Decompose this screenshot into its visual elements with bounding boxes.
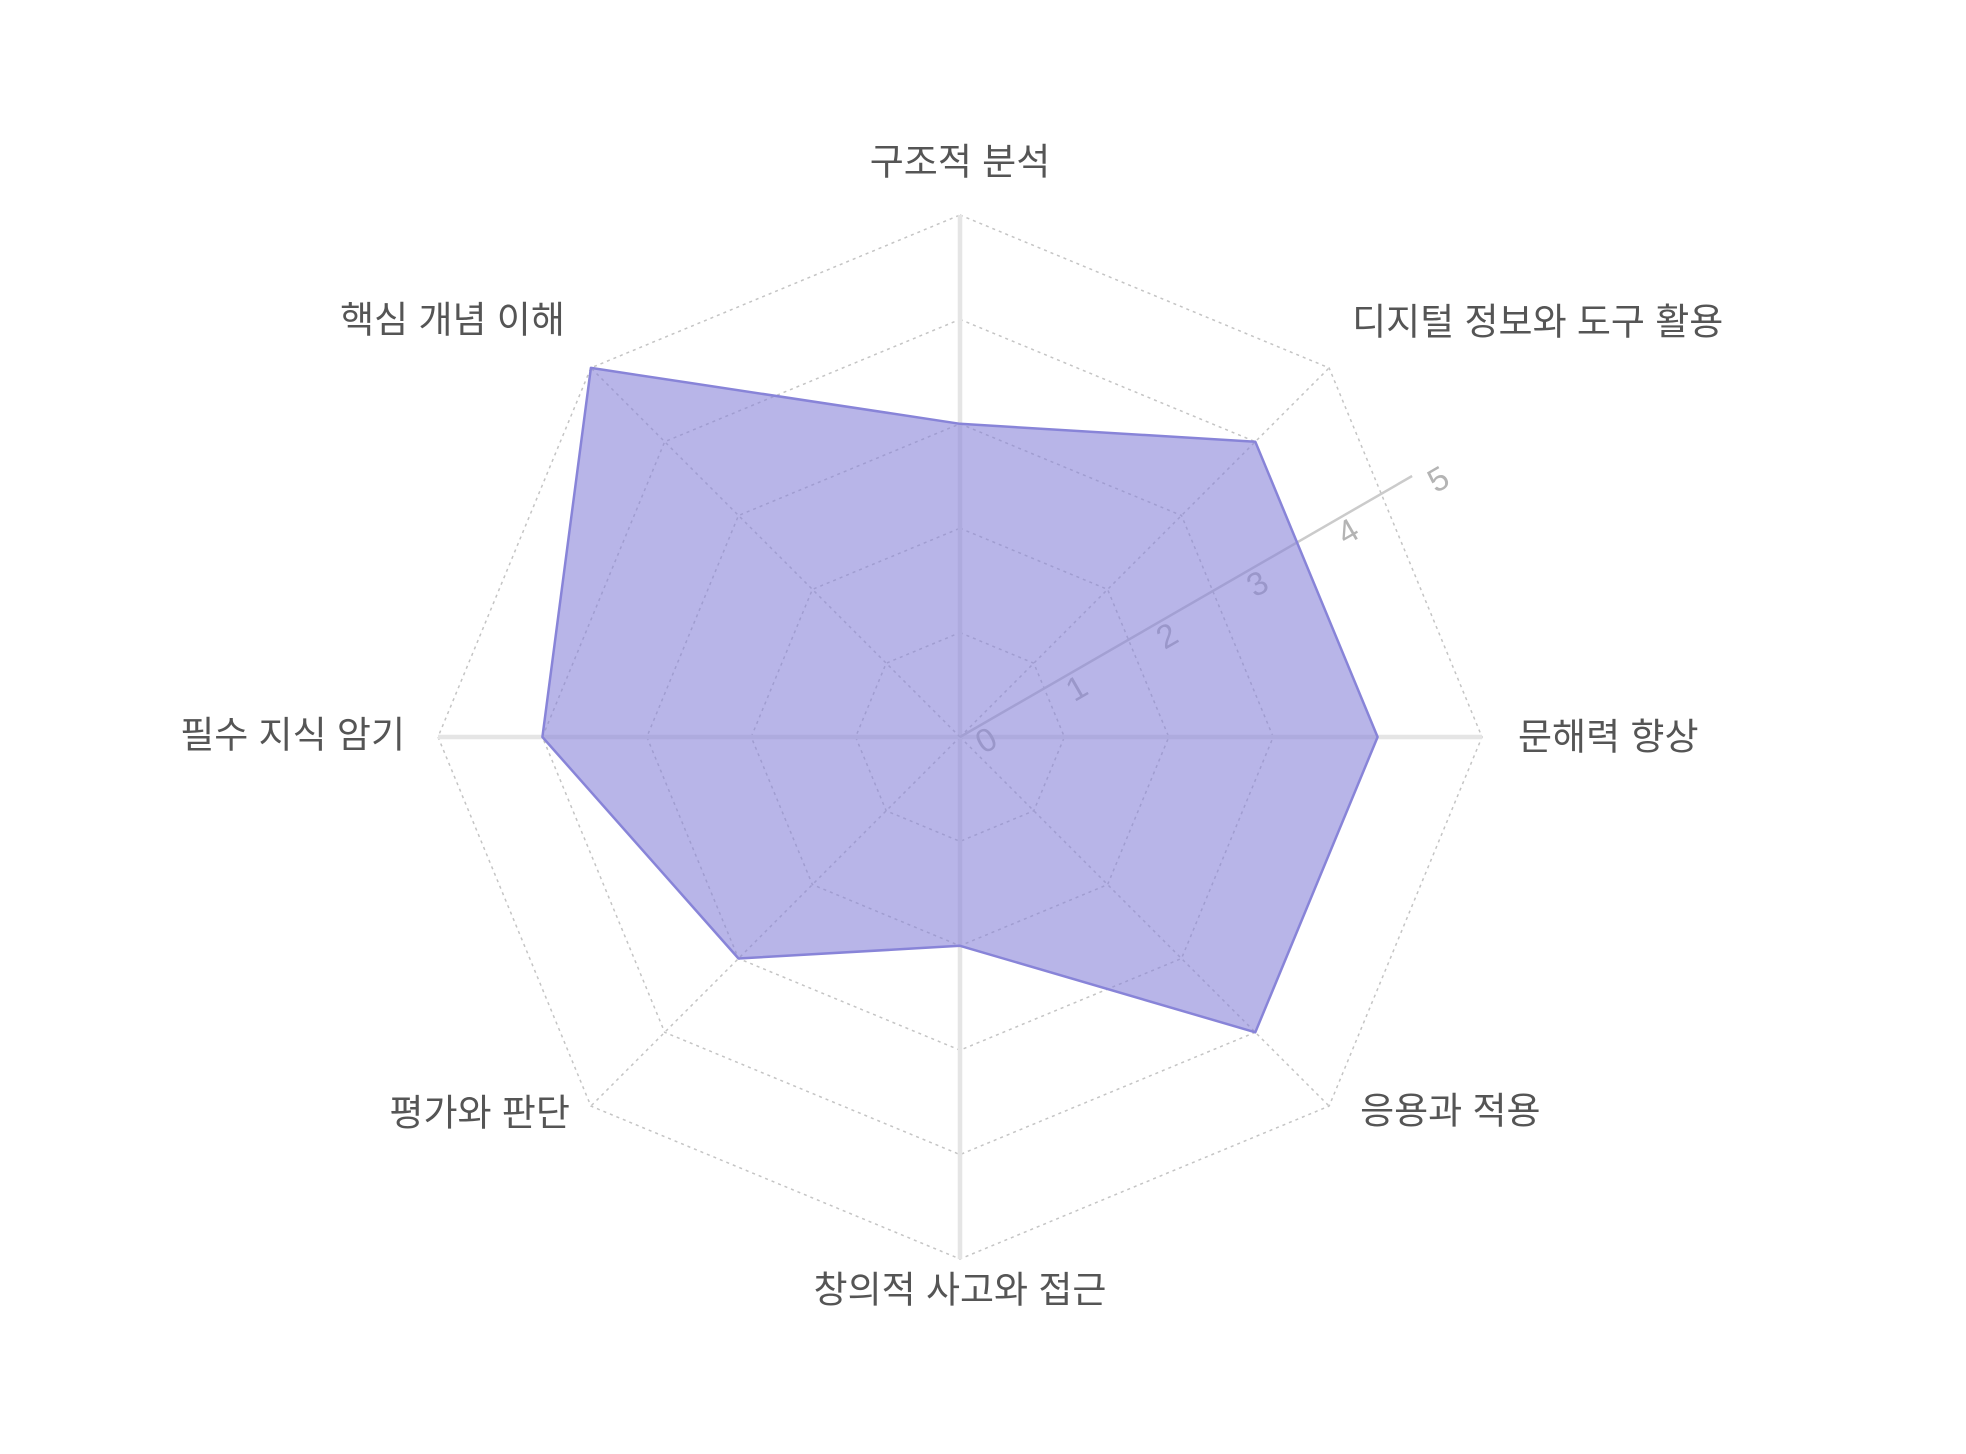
data-polygon bbox=[541, 366, 1379, 1034]
category-label: 디지털 정보와 도구 활용 bbox=[1352, 301, 1723, 342]
category-label: 창의적 사고와 접근 bbox=[814, 1270, 1107, 1311]
category-label: 문해력 향상 bbox=[1518, 717, 1698, 758]
category-label: 핵심 개념 이해 bbox=[340, 299, 565, 340]
series-polygon bbox=[541, 366, 1379, 1034]
category-label: 구조적 분석 bbox=[870, 142, 1050, 183]
category-label: 응용과 적용 bbox=[1360, 1091, 1540, 1132]
radius-tick-label: 5 bbox=[1421, 458, 1455, 499]
radius-tick-label: 4 bbox=[1331, 511, 1365, 552]
category-label: 필수 지식 암기 bbox=[180, 715, 405, 756]
category-label: 평가와 판단 bbox=[389, 1093, 569, 1134]
